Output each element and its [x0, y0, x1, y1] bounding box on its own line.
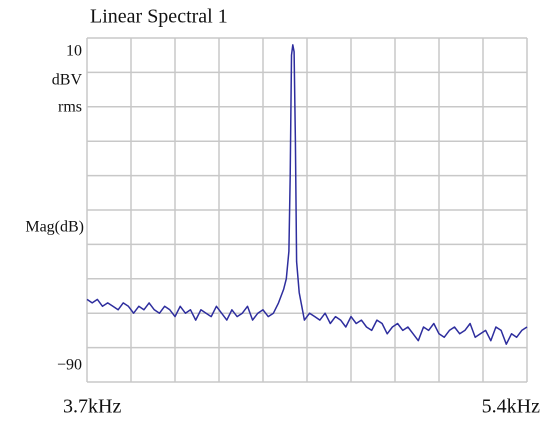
x-tick-label: 3.7kHz — [63, 396, 121, 418]
y-unit: dBV — [52, 72, 83, 89]
y-tick-label: −90 — [57, 357, 82, 374]
y-unit: rms — [58, 99, 82, 116]
trace — [86, 44, 528, 345]
x-tick-label: 5.4kHz — [482, 396, 540, 418]
y-axis-label: Mag(dB) — [25, 219, 84, 236]
chart-title: Linear Spectral 1 — [90, 6, 228, 28]
y-tick-label: 10 — [66, 43, 82, 60]
